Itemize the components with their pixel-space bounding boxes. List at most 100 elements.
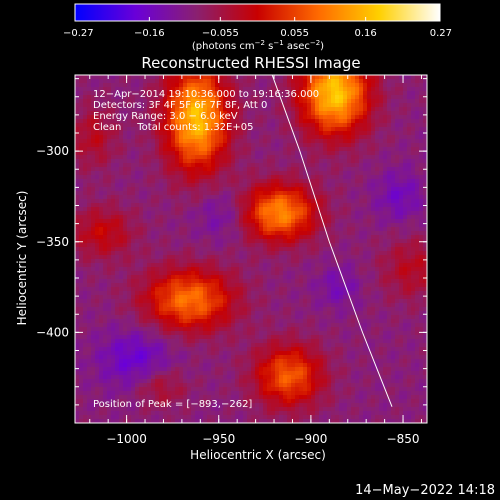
- heatmap-cell: [387, 203, 392, 208]
- heatmap-cell: [255, 255, 260, 260]
- heatmap-cell: [259, 235, 264, 240]
- heatmap-cell: [307, 203, 312, 208]
- heatmap-cell: [311, 175, 316, 180]
- heatmap-cell: [187, 83, 192, 88]
- heatmap-cell: [119, 179, 124, 184]
- heatmap-cell: [199, 275, 204, 280]
- heatmap-cell: [115, 195, 120, 200]
- heatmap-cell: [419, 271, 424, 276]
- heatmap-cell: [351, 163, 356, 168]
- heatmap-cell: [403, 115, 408, 120]
- heatmap-cell: [167, 231, 172, 236]
- heatmap-cell: [139, 231, 144, 236]
- heatmap-cell: [399, 135, 404, 140]
- heatmap-cell: [303, 87, 308, 92]
- heatmap-cell: [191, 195, 196, 200]
- colorbar-unit-sup-3: −2: [310, 39, 320, 47]
- heatmap-cell: [243, 155, 248, 160]
- heatmap-cell: [159, 159, 164, 164]
- heatmap-cell: [95, 263, 100, 268]
- heatmap-cell: [359, 287, 364, 292]
- heatmap-cell: [171, 171, 176, 176]
- heatmap-cell: [115, 123, 120, 128]
- heatmap-cell: [231, 103, 236, 108]
- heatmap-cell: [131, 243, 136, 248]
- heatmap-cell: [219, 83, 224, 88]
- heatmap-cell: [171, 155, 176, 160]
- heatmap-cell: [343, 255, 348, 260]
- heatmap-cell: [299, 179, 304, 184]
- heatmap-cell: [347, 179, 352, 184]
- heatmap-cell: [115, 135, 120, 140]
- heatmap-cell: [347, 151, 352, 156]
- heatmap-cell: [135, 191, 140, 196]
- heatmap-cell: [143, 135, 148, 140]
- heatmap-cell: [295, 171, 300, 176]
- heatmap-cell: [323, 283, 328, 288]
- heatmap-cell: [399, 263, 404, 268]
- heatmap-cell: [279, 119, 284, 124]
- heatmap-cell: [115, 175, 120, 180]
- heatmap-cell: [415, 147, 420, 152]
- heatmap-cell: [363, 219, 368, 224]
- heatmap-cell: [155, 231, 160, 236]
- heatmap-cell: [155, 255, 160, 260]
- heatmap-cell: [83, 131, 88, 136]
- heatmap-cell: [287, 163, 292, 168]
- heatmap-cell: [87, 151, 92, 156]
- heatmap-cell: [79, 83, 84, 88]
- heatmap-cell: [147, 247, 152, 252]
- heatmap-cell: [163, 251, 168, 256]
- heatmap-cell: [279, 179, 284, 184]
- heatmap-cell: [199, 135, 204, 140]
- heatmap-cell: [227, 163, 232, 168]
- heatmap-cell: [291, 251, 296, 256]
- heatmap-cell: [407, 227, 412, 232]
- heatmap-cell: [91, 95, 96, 100]
- heatmap-cell: [363, 199, 368, 204]
- heatmap-cell: [155, 107, 160, 112]
- heatmap-cell: [79, 223, 84, 228]
- heatmap-cell: [275, 135, 280, 140]
- heatmap-cell: [403, 251, 408, 256]
- heatmap-cell: [163, 107, 168, 112]
- heatmap-cell: [355, 267, 360, 272]
- heatmap-cell: [303, 191, 308, 196]
- heatmap-cell: [379, 243, 384, 248]
- heatmap-cell: [155, 243, 160, 248]
- heatmap-cell: [203, 203, 208, 208]
- heatmap-cell: [271, 111, 276, 116]
- heatmap-cell: [407, 139, 412, 144]
- heatmap-cell: [271, 235, 276, 240]
- heatmap-cell: [83, 95, 88, 100]
- heatmap-cell: [123, 83, 128, 88]
- heatmap-cell: [335, 231, 340, 236]
- heatmap-cell: [355, 143, 360, 148]
- heatmap-cell: [79, 155, 84, 160]
- heatmap-cell: [187, 147, 192, 152]
- heatmap-cell: [251, 259, 256, 264]
- heatmap-cell: [367, 295, 372, 300]
- heatmap-cell: [351, 123, 356, 128]
- heatmap-cell: [275, 155, 280, 160]
- heatmap-cell: [195, 199, 200, 204]
- heatmap-cell: [255, 147, 260, 152]
- heatmap-cell: [87, 171, 92, 176]
- heatmap-cell: [323, 135, 328, 140]
- heatmap-cell: [123, 283, 128, 288]
- heatmap-cell: [207, 175, 212, 180]
- heatmap-cell: [275, 215, 280, 220]
- heatmap-cell: [375, 279, 380, 284]
- heatmap-cell: [371, 151, 376, 156]
- heatmap-cell: [287, 199, 292, 204]
- heatmap-cell: [319, 227, 324, 232]
- heatmap-cell: [275, 127, 280, 132]
- heatmap-cell: [363, 283, 368, 288]
- heatmap-cell: [271, 199, 276, 204]
- heatmap-cell: [135, 271, 140, 276]
- heatmap-cell: [239, 187, 244, 192]
- heatmap-cell: [379, 115, 384, 120]
- heatmap-cell: [167, 219, 172, 224]
- heatmap-cell: [355, 287, 360, 292]
- heatmap-cell: [299, 219, 304, 224]
